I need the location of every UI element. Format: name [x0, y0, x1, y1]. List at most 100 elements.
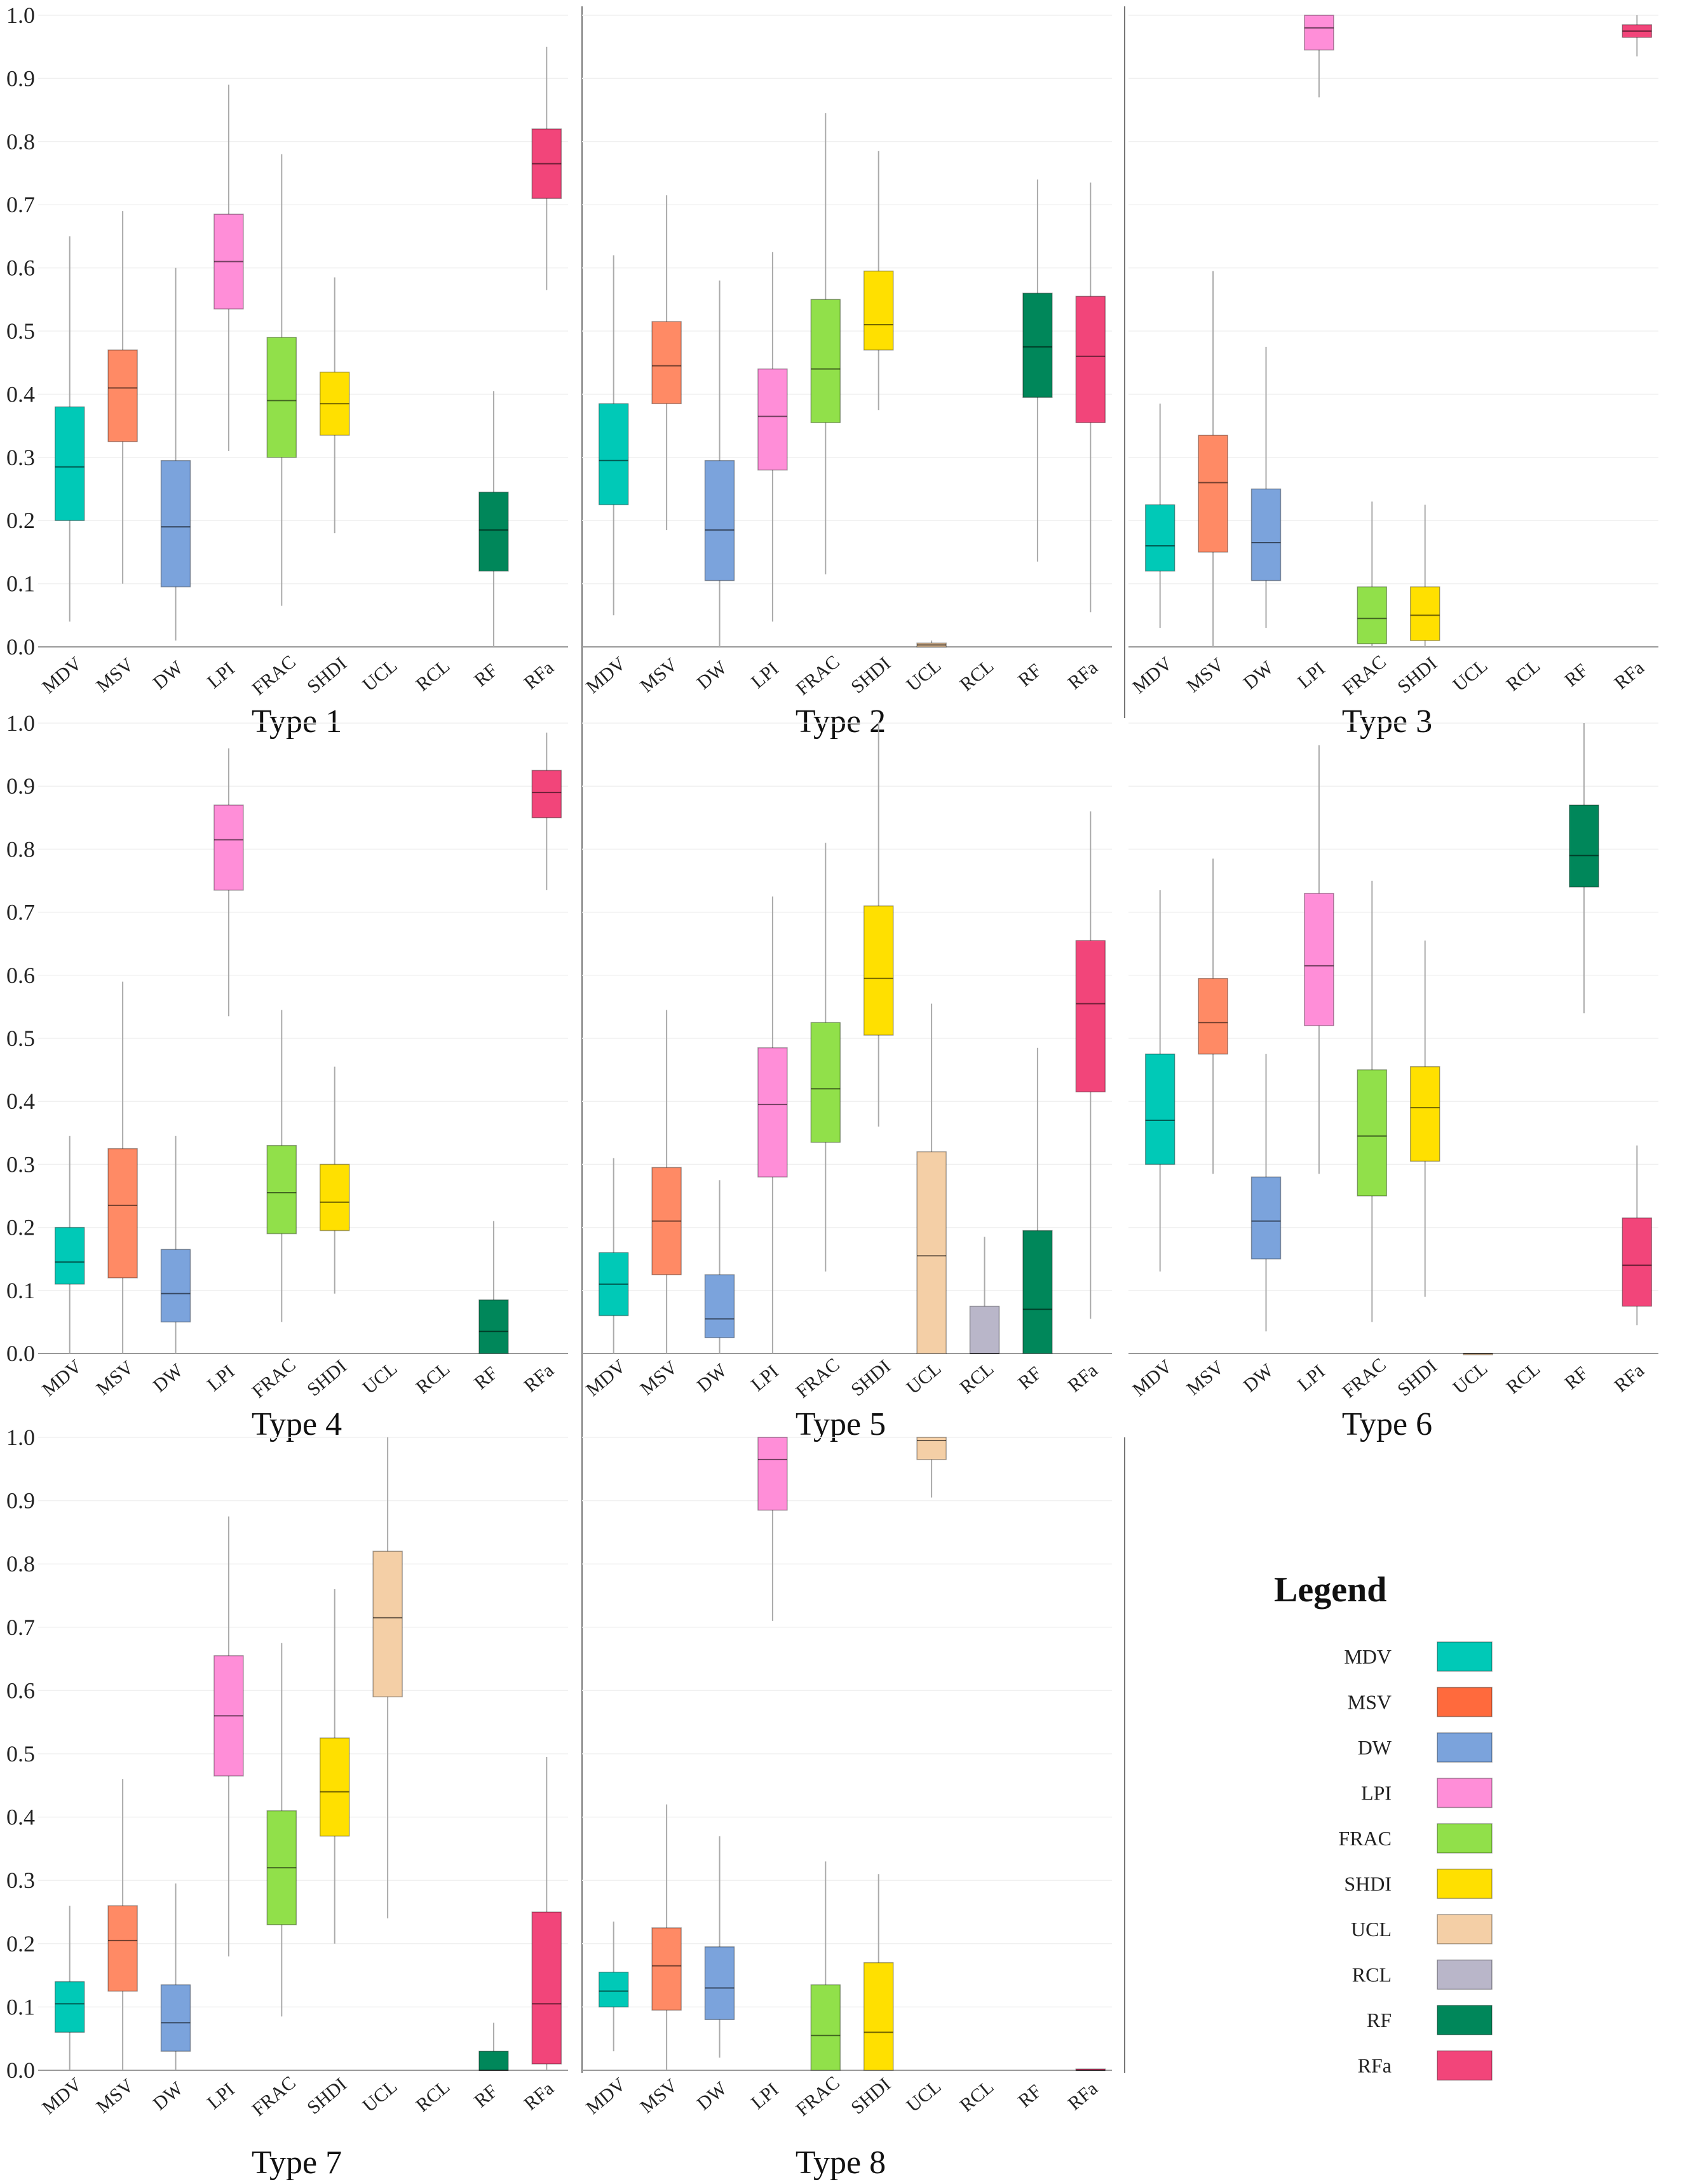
category-label: SHDI: [1393, 653, 1441, 698]
box-body: [108, 1149, 137, 1278]
legend: Legend MDV MSV DW LPI FRAC SHDI UCL RCL RF RFa: [1274, 1570, 1492, 2080]
box-mdv: [55, 236, 85, 621]
category-label: UCL: [1449, 655, 1491, 696]
box-body: [161, 1249, 191, 1322]
legend-swatch: [1437, 1733, 1492, 1762]
y-tick-label: 0.5: [6, 1741, 35, 1767]
box-rfa: [1622, 1146, 1651, 1326]
category-label: MDV: [582, 2073, 630, 2118]
box-rcl: [970, 1237, 999, 1353]
box-mdv: [599, 1922, 628, 2051]
legend-label: RF: [1367, 2009, 1392, 2031]
box-lpi: [1304, 745, 1334, 1174]
category-label: RF: [1561, 1362, 1592, 1394]
box-body: [1198, 435, 1228, 552]
category-label: DW: [149, 2078, 187, 2115]
box-msv: [652, 1010, 681, 1353]
category-label: LPI: [1294, 658, 1329, 693]
box-body: [652, 322, 681, 404]
box-shdi: [320, 1067, 349, 1294]
box-msv: [1198, 271, 1228, 647]
y-tick-label: 0.5: [6, 318, 35, 344]
legend-swatch: [1437, 1915, 1492, 1944]
box-body: [758, 1437, 787, 1510]
box-body: [1622, 1218, 1651, 1306]
box-body: [811, 299, 840, 423]
category-label: LPI: [747, 2079, 783, 2113]
box-shdi: [864, 1874, 893, 2070]
panel-type-3: MDV MSV DW LPI FRAC SHDI UCL RCL RF RFaType 3: [1128, 15, 1658, 740]
category-label: SHDI: [847, 2074, 895, 2119]
category-label: MSV: [1182, 654, 1228, 696]
category-label: RCL: [412, 2076, 454, 2116]
category-label: UCL: [1449, 1358, 1491, 1399]
category-label: SHDI: [847, 653, 895, 698]
box-dw: [705, 1836, 735, 2058]
box-frac: [267, 1010, 296, 1322]
box-dw: [161, 268, 191, 641]
legend-label: RFa: [1358, 2054, 1392, 2077]
category-label: MSV: [92, 1357, 137, 1399]
y-tick-label: 0.0: [6, 634, 35, 660]
category-label: RFa: [1064, 657, 1102, 693]
box-rfa: [532, 1757, 561, 2070]
box-dw: [161, 1883, 191, 2070]
box-ucl: [1463, 1353, 1493, 1355]
box-body: [479, 1300, 508, 1353]
y-tick-label: 0.1: [6, 1278, 35, 1303]
category-label: DW: [693, 657, 731, 694]
panel-title: Type 1: [252, 703, 342, 740]
box-body: [479, 492, 508, 571]
panel-type-8: MDV MSV DW LPI FRAC SHDI UCL RCL RF RFaType 8: [582, 1437, 1112, 2181]
box-msv: [108, 211, 137, 583]
box-body: [1076, 940, 1105, 1092]
box-frac: [1357, 501, 1386, 647]
panel-type-4: 0.00.10.20.30.40.50.60.70.80.91.0MDV MSV D…: [6, 710, 568, 1442]
category-label: FRAC: [248, 2072, 300, 2120]
box-body: [55, 1982, 85, 2033]
box-body: [108, 1906, 137, 1991]
box-msv: [652, 195, 681, 530]
panel-type-1: 0.00.10.20.30.40.50.60.70.80.91.0MDV MSV D…: [6, 3, 568, 740]
y-tick-label: 0.8: [6, 1551, 35, 1577]
box-msv: [108, 1779, 137, 2070]
box-shdi: [1411, 505, 1440, 647]
category-label: MDV: [38, 2073, 86, 2118]
box-frac: [811, 113, 840, 574]
category-label: SHDI: [303, 1356, 351, 1401]
box-body: [864, 271, 893, 350]
box-body: [1304, 893, 1334, 1026]
category-label: LPI: [203, 1361, 239, 1395]
category-label: MSV: [1182, 1357, 1228, 1399]
category-label: DW: [693, 1360, 731, 1397]
category-label: RCL: [956, 655, 998, 695]
box-body: [1357, 587, 1386, 644]
box-body: [214, 805, 243, 890]
category-label: MDV: [582, 1355, 630, 1400]
box-body: [55, 407, 85, 520]
y-tick-label: 0.4: [6, 381, 35, 407]
box-rfa: [1622, 15, 1651, 57]
box-body: [320, 1738, 349, 1836]
legend-label: UCL: [1351, 1918, 1392, 1941]
box-lpi: [1304, 15, 1334, 97]
box-rf: [479, 2023, 508, 2070]
y-tick-label: 0.3: [6, 1151, 35, 1177]
panel-type-5: MDV MSV DW LPI FRAC SHDI UCL RCL RF RFaType 5: [582, 723, 1112, 1442]
box-frac: [267, 154, 296, 606]
category-label: MDV: [38, 653, 86, 697]
category-label: MSV: [92, 654, 137, 696]
box-body: [267, 337, 296, 458]
category-label: FRAC: [792, 651, 844, 700]
category-label: FRAC: [792, 1354, 844, 1402]
y-tick-label: 0.7: [6, 900, 35, 925]
box-shdi: [320, 1589, 349, 1944]
y-tick-label: 1.0: [6, 1425, 35, 1450]
box-body: [917, 1152, 946, 1353]
box-body: [705, 461, 735, 581]
legend-label: SHDI: [1344, 1873, 1392, 1896]
y-tick-label: 0.4: [6, 1089, 35, 1114]
panel-title: Type 3: [1342, 703, 1432, 740]
category-label: UCL: [902, 655, 945, 696]
box-dw: [161, 1136, 191, 1353]
